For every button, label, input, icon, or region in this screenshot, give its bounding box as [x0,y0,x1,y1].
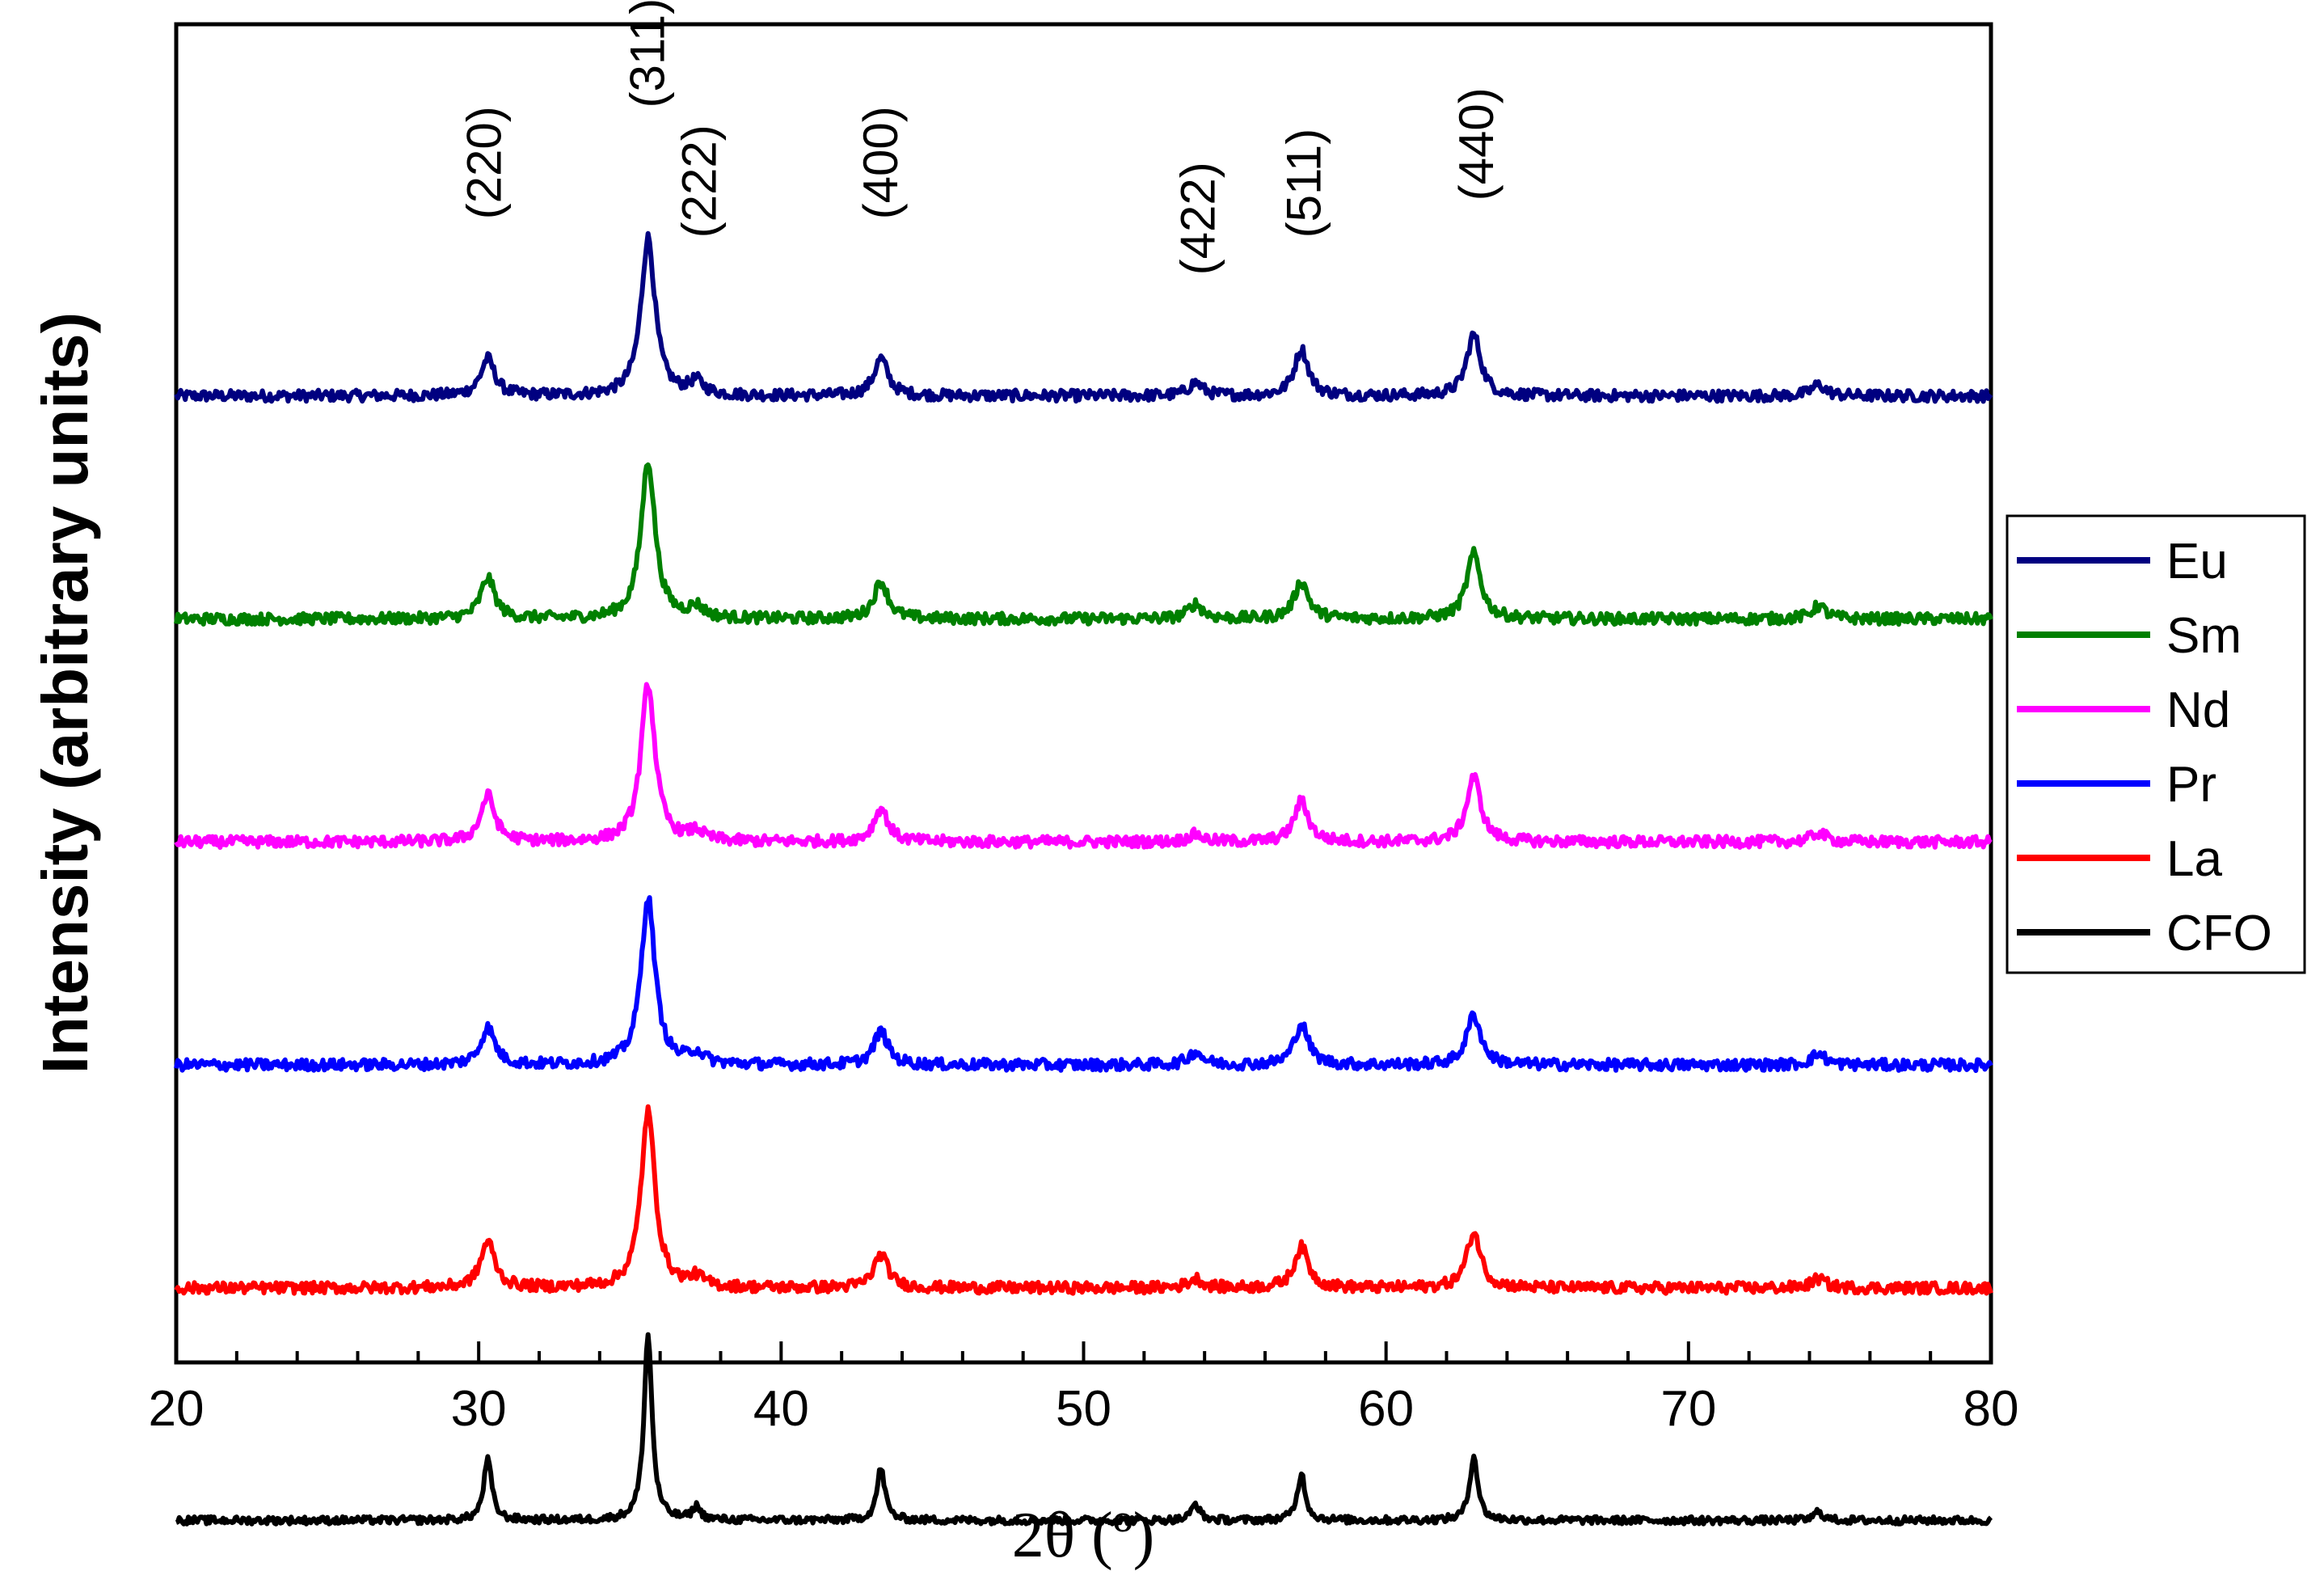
series-layer [174,230,1993,1527]
legend-box [2006,514,2306,974]
legend-label-la: La [2166,831,2222,887]
legend-label-sm: Sm [2166,608,2242,664]
x-tick-label: 50 [1056,1381,1111,1437]
peak-label: (222) [672,125,726,238]
series-line-eu [174,230,1993,404]
series-line-sm [174,462,1993,627]
series-line-cfo [175,1332,1993,1527]
peak-label: (400) [854,106,908,219]
legend-label-eu: Eu [2166,534,2228,589]
series-line-pr [174,895,1993,1073]
x-axis-label: 2θ (º) [1012,1500,1154,1571]
x-axis-ticks: 20 30 40 50 60 70 80 [149,1341,2019,1437]
peak-label: (220) [458,106,512,219]
series-line-nd [174,682,1993,851]
legend-label-cfo: CFO [2166,906,2272,961]
legend-label-pr: Pr [2166,757,2216,813]
x-tick-label: 40 [753,1381,809,1437]
x-tick-label: 20 [149,1381,205,1437]
series-line-la [174,1104,1993,1296]
peak-label: (440) [1449,87,1504,201]
peak-label: (422) [1171,162,1225,275]
plot-frame [174,22,1993,1365]
peak-annotations: (220) (311) (222) (400) (422) (511) (440) [458,0,1504,275]
peak-label: (311) [621,0,675,108]
x-tick-label: 70 [1660,1381,1716,1437]
legend: Eu Sm Nd Pr La CFO [2006,514,2306,974]
legend-label-nd: Nd [2166,682,2230,738]
x-tick-label: 60 [1358,1381,1414,1437]
peak-label: (511) [1277,129,1331,239]
y-axis-label: Intensity (arbitrary units) [29,312,101,1074]
x-tick-label: 80 [1963,1381,2019,1437]
x-tick-label: 30 [451,1381,507,1437]
